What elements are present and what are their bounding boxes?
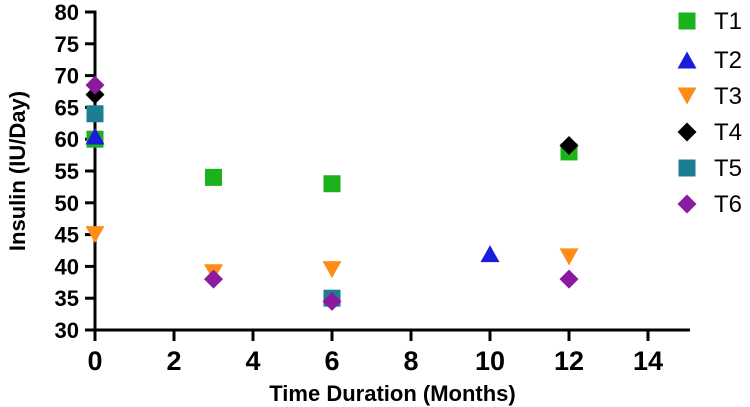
legend-marker-T4 [677, 122, 697, 142]
y-tick-label-60: 60 [55, 127, 79, 152]
data-point-T5-x0 [86, 105, 104, 123]
y-tick-label-40: 40 [55, 254, 79, 279]
y-tick-label-55: 55 [55, 159, 79, 184]
x-tick-label-12: 12 [554, 346, 584, 376]
data-point-T6-x0 [85, 75, 105, 95]
y-tick-label-80: 80 [55, 0, 79, 25]
data-point-T2-x0 [85, 127, 105, 145]
y-tick-label-50: 50 [55, 191, 79, 216]
legend-marker-T3 [677, 87, 697, 105]
y-tick-label-35: 35 [55, 286, 79, 311]
x-tick-label-8: 8 [403, 346, 418, 376]
data-point-T1-x3 [205, 168, 222, 186]
legend-label-T2: T2 [714, 47, 742, 74]
legend-label-T1: T1 [714, 8, 742, 35]
y-tick-label-30: 30 [55, 318, 79, 343]
y-tick-label-75: 75 [55, 32, 79, 57]
data-point-T2-x10 [480, 245, 500, 263]
data-point-T4-x12 [559, 136, 579, 156]
y-tick-label-70: 70 [55, 64, 79, 89]
data-point-T4-x0 [85, 85, 105, 105]
x-axis-title: Time Duration (Months) [269, 381, 515, 406]
x-tick-label-4: 4 [245, 346, 260, 376]
x-tick-label-0: 0 [87, 346, 102, 376]
data-point-T1-x6 [323, 175, 341, 193]
data-point-T6-x12 [559, 269, 579, 289]
data-point-T3-x6 [322, 261, 342, 279]
legend-label-T5: T5 [714, 155, 742, 182]
y-tick-label-65: 65 [55, 95, 79, 120]
legend-label-T3: T3 [714, 83, 742, 110]
data-point-T3-x12 [559, 248, 579, 266]
legend-marker-T5 [678, 159, 696, 177]
legend-label-T6: T6 [714, 191, 742, 218]
legend-label-T4: T4 [714, 119, 742, 146]
y-tick-label-45: 45 [55, 223, 79, 248]
x-tick-label-2: 2 [166, 346, 181, 376]
y-axis-title: Insulin (IU/Day) [5, 91, 30, 251]
x-tick-label-6: 6 [324, 346, 339, 376]
x-tick-label-14: 14 [633, 346, 663, 376]
data-point-T6-x6 [322, 291, 342, 311]
x-tick-label-10: 10 [475, 346, 505, 376]
legend-marker-T6 [677, 194, 697, 214]
data-point-T3-x0 [85, 226, 105, 244]
data-point-T6-x3 [204, 269, 223, 289]
legend-marker-T2 [677, 51, 697, 69]
legend-marker-T1 [678, 12, 696, 30]
